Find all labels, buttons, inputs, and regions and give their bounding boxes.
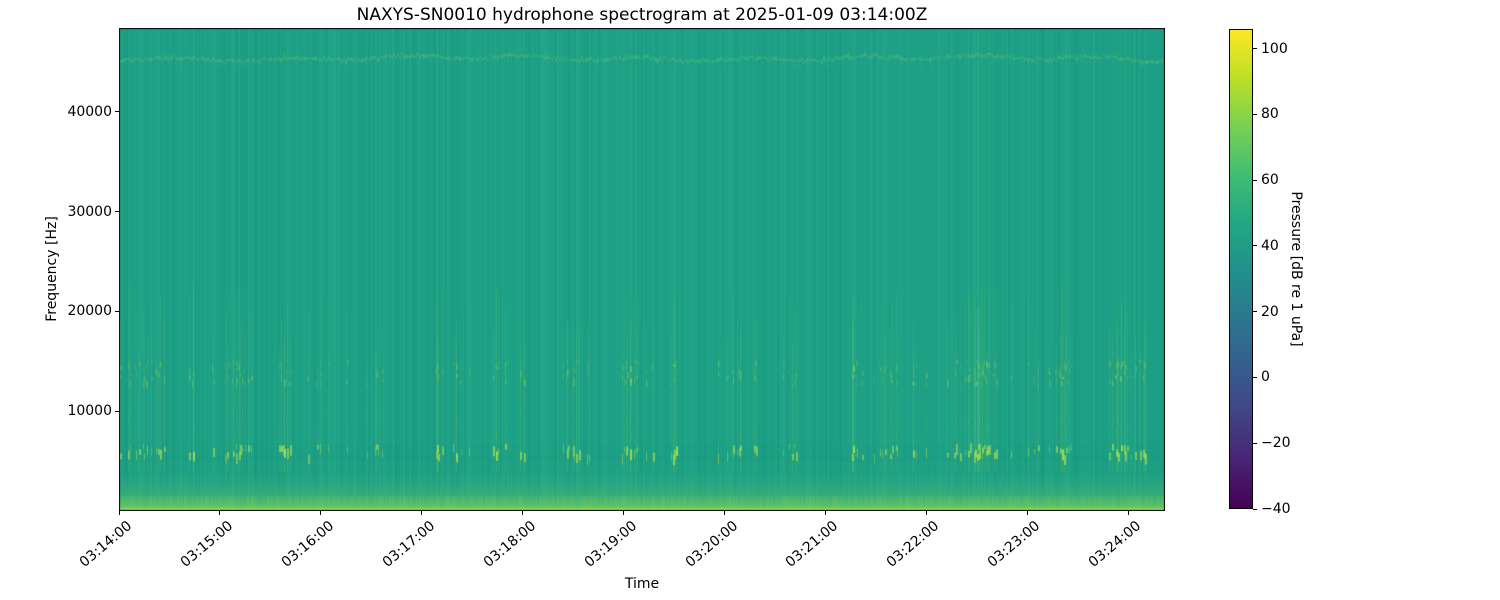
y-tick-mark [115,211,119,213]
x-tick-mark [1127,511,1129,515]
colorbar-tick-label: 20 [1261,303,1279,320]
y-tick-label: 20000 [67,303,112,320]
x-tick-mark [522,511,524,515]
colorbar-tick-mark [1253,245,1257,247]
colorbar-tick-mark [1253,113,1257,115]
colorbar-tick-label: −40 [1261,501,1291,517]
x-tick-label: 03:14:00 [76,518,136,571]
colorbar-tick-mark [1253,48,1257,50]
colorbar-label: Pressure [dB re 1 uPa] [1288,191,1304,347]
x-tick-mark [1026,511,1028,515]
x-tick-label: 03:16:00 [278,518,338,571]
x-tick-mark [320,511,322,515]
colorbar-tick-mark [1253,442,1257,444]
y-tick-label: 30000 [67,203,112,220]
y-tick-label: 10000 [67,403,112,420]
x-tick-label: 03:19:00 [581,518,640,571]
x-tick-mark [925,511,927,515]
x-tick-mark [118,511,120,515]
y-tick-mark [115,410,119,412]
colorbar-tick-label: −20 [1261,435,1291,452]
x-tick-mark [623,511,624,515]
x-tick-label: 03:17:00 [379,518,438,571]
colorbar-tick-label: 80 [1261,106,1279,123]
x-tick-label: 03:15:00 [177,518,237,571]
colorbar-tick-mark [1253,179,1257,181]
x-tick-label: 03:18:00 [480,518,539,571]
spectrogram-image [119,28,1165,511]
x-tick-label: 03:20:00 [682,518,741,571]
x-tick-mark [723,511,725,515]
x-tick-mark [824,511,826,515]
y-tick-label: 40000 [67,103,112,120]
x-tick-label: 03:21:00 [783,518,842,571]
x-axis-label: Time [624,576,660,592]
x-tick-label: 03:24:00 [1085,518,1145,571]
x-tick-label: 03:22:00 [884,518,943,571]
colorbar-tick-label: 40 [1261,237,1279,254]
y-tick-mark [115,111,119,113]
colorbar-tick-mark [1253,376,1257,378]
colorbar-gradient [1229,29,1253,509]
colorbar-tick-label: 60 [1261,172,1279,189]
colorbar-tick-mark [1253,311,1257,313]
x-tick-mark [219,511,221,515]
x-tick-mark [421,511,423,515]
colorbar-tick-label: 100 [1261,40,1288,57]
y-axis-label: Frequency [Hz] [44,216,60,322]
y-tick-mark [115,310,119,312]
plot-title: NAXYS-SN0010 hydrophone spectrogram at 2… [356,5,928,25]
colorbar-tick-label: 0 [1261,369,1270,386]
x-tick-label: 03:23:00 [984,518,1044,571]
colorbar-tick-mark [1253,508,1257,510]
